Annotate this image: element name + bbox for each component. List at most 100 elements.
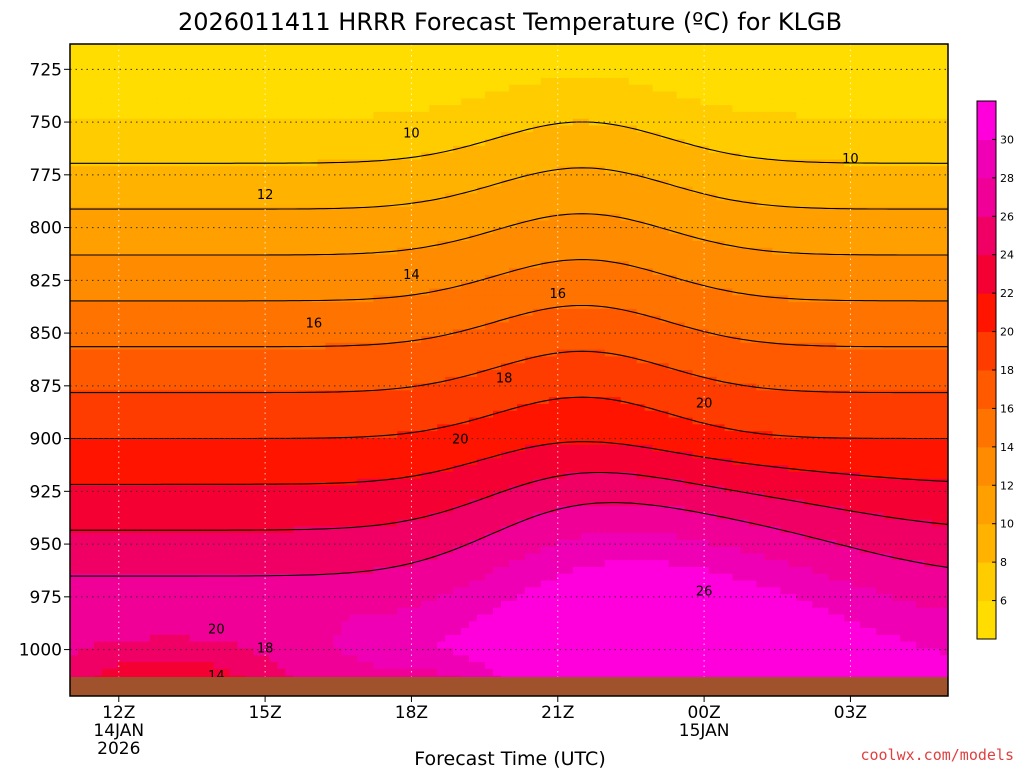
temperature-cell [149, 105, 159, 113]
temperature-cell [397, 220, 406, 228]
temperature-cell [317, 281, 327, 290]
temperature-cell [317, 261, 327, 269]
temperature-cell [253, 336, 263, 344]
temperature-cell [413, 560, 422, 568]
temperature-cell [421, 594, 430, 602]
temperature-cell [197, 485, 207, 493]
temperature-cell [173, 566, 183, 575]
temperature-cell [445, 329, 454, 337]
temperature-cell [365, 587, 374, 595]
temperature-cell [285, 193, 295, 201]
temperature-cell [85, 594, 95, 602]
temperature-cell [325, 424, 334, 432]
temperature-cell [221, 57, 231, 65]
temperature-cell [333, 125, 342, 133]
temperature-cell [229, 322, 239, 330]
temperature-cell [261, 240, 271, 249]
temperature-cell [317, 302, 327, 310]
temperature-cell [477, 268, 486, 276]
temperature-cell [141, 458, 151, 466]
temperature-cell [77, 322, 87, 330]
temperature-cell [205, 370, 215, 378]
temperature-cell [301, 118, 311, 127]
temperature-cell [381, 417, 390, 425]
temperature-cell [117, 125, 127, 133]
temperature-cell [293, 186, 303, 195]
temperature-cell [181, 64, 191, 72]
temperature-cell [237, 655, 247, 663]
temperature-cell [349, 152, 358, 161]
temperature-cell [237, 662, 247, 670]
temperature-cell [349, 308, 358, 317]
temperature-cell [317, 465, 327, 473]
temperature-cell [213, 193, 223, 201]
temperature-cell [469, 383, 478, 391]
temperature-cell [357, 397, 366, 405]
temperature-cell [293, 376, 303, 385]
temperature-cell [213, 370, 223, 378]
temperature-cell [333, 64, 342, 72]
temperature-cell [453, 628, 462, 636]
temperature-cell [125, 641, 135, 650]
temperature-cell [445, 553, 454, 561]
temperature-cell [85, 566, 95, 575]
temperature-cell [309, 512, 319, 521]
temperature-cell [197, 560, 207, 568]
temperature-cell [237, 410, 247, 419]
temperature-cell [109, 512, 119, 521]
temperature-cell [477, 451, 486, 459]
temperature-cell [165, 220, 175, 228]
temperature-cell [357, 315, 366, 324]
temperature-cell [325, 139, 334, 147]
temperature-cell [93, 370, 103, 378]
temperature-cell [173, 376, 183, 385]
temperature-cell [245, 227, 255, 235]
temperature-cell [141, 145, 151, 154]
temperature-cell [309, 465, 319, 473]
temperature-cell [253, 125, 263, 133]
temperature-cell [109, 641, 119, 650]
temperature-cell [133, 227, 143, 235]
temperature-cell [133, 533, 143, 541]
temperature-cell [165, 349, 175, 358]
temperature-cell [109, 668, 119, 677]
temperature-cell [365, 634, 374, 643]
temperature-cell [333, 458, 342, 466]
temperature-cell [261, 166, 271, 174]
temperature-cell [85, 125, 95, 133]
temperature-cell [181, 139, 191, 147]
temperature-cell [477, 471, 486, 480]
temperature-cell [157, 125, 167, 133]
temperature-cell [181, 302, 191, 310]
temperature-cell [373, 227, 382, 235]
temperature-cell [213, 403, 223, 412]
temperature-cell [237, 383, 247, 391]
temperature-cell [413, 512, 422, 521]
temperature-cell [149, 274, 159, 283]
temperature-cell [189, 580, 199, 588]
temperature-cell [341, 159, 350, 167]
temperature-cell [365, 465, 374, 473]
temperature-cell [133, 580, 143, 588]
temperature-cell [285, 240, 295, 249]
temperature-cell [285, 44, 295, 52]
temperature-cell [325, 98, 334, 106]
temperature-cell [293, 668, 303, 677]
temperature-cell [253, 302, 263, 310]
temperature-cell [389, 458, 398, 466]
temperature-cell [357, 668, 366, 677]
temperature-cell [197, 254, 207, 262]
temperature-cell [133, 302, 143, 310]
temperature-cell [381, 50, 390, 59]
temperature-cell [325, 336, 334, 344]
temperature-cell [381, 546, 390, 554]
temperature-cell [197, 403, 207, 412]
temperature-cell [453, 349, 462, 358]
temperature-cell [157, 478, 167, 487]
temperature-cell [141, 621, 151, 629]
temperature-cell [101, 655, 111, 663]
temperature-cell [109, 50, 119, 59]
temperature-cell [429, 295, 438, 303]
temperature-cell [221, 410, 231, 419]
temperature-cell [405, 594, 414, 602]
